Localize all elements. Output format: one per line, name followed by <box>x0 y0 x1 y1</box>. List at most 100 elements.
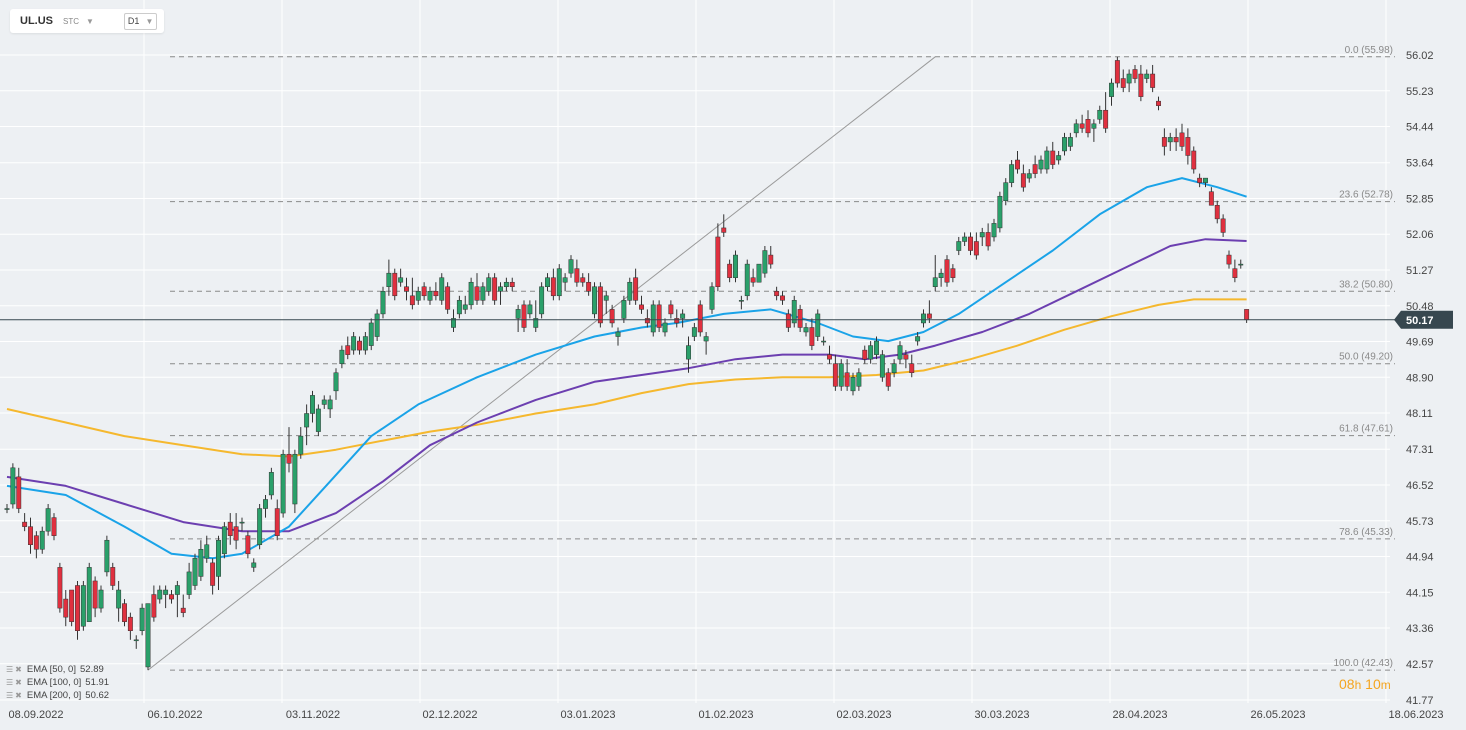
candle <box>304 404 310 446</box>
candle <box>221 522 227 559</box>
candle-body <box>1191 150 1197 170</box>
candle <box>415 286 421 305</box>
layers-icon[interactable]: ☰ <box>6 665 13 674</box>
candle-body <box>1167 137 1173 143</box>
candle <box>633 268 639 305</box>
candle-body <box>609 309 615 324</box>
candle-body <box>1203 177 1208 183</box>
candle-body <box>321 399 327 405</box>
candle <box>180 594 186 618</box>
candle-body <box>891 363 897 373</box>
candle <box>98 585 104 613</box>
candle <box>733 250 738 283</box>
candle <box>1079 114 1085 133</box>
candle-body <box>310 395 315 414</box>
candle <box>169 590 174 604</box>
candle <box>997 191 1003 233</box>
close-icon[interactable]: ✖ <box>15 665 22 674</box>
layers-icon[interactable]: ☰ <box>6 678 13 687</box>
candle-body <box>174 585 180 595</box>
candle <box>1191 146 1197 174</box>
candle-body <box>398 277 404 283</box>
candle-body <box>456 300 462 315</box>
candle <box>1167 132 1173 151</box>
timer-minutes-unit: m <box>1380 678 1391 692</box>
chevron-down-icon[interactable]: ▼ <box>86 16 94 26</box>
candle <box>715 223 721 292</box>
candle-body <box>374 313 380 337</box>
candle <box>791 295 797 328</box>
candle-body <box>797 309 803 328</box>
legend-label: EMA [100, 0] <box>26 677 82 688</box>
candle-body <box>550 277 556 297</box>
timeframe-select[interactable]: D1 ▼ <box>123 12 158 30</box>
price-tick-label: 52.06 <box>1406 229 1434 241</box>
candle <box>251 558 257 572</box>
candle <box>1208 187 1214 206</box>
candle <box>932 255 938 292</box>
candle <box>480 282 486 305</box>
candle <box>973 232 979 260</box>
candle <box>333 368 339 400</box>
candle <box>227 513 233 545</box>
candle-body <box>915 336 921 342</box>
candle-body <box>997 195 1003 229</box>
candle-body <box>991 223 997 238</box>
candle <box>668 300 674 319</box>
candle-body <box>879 354 885 378</box>
candle <box>1138 64 1144 102</box>
candle <box>1056 150 1062 165</box>
candle <box>562 273 568 292</box>
candle <box>468 277 474 310</box>
price-tick-label: 51.27 <box>1406 265 1434 277</box>
candle <box>216 535 221 591</box>
candle <box>921 309 926 328</box>
candle-body <box>962 236 968 242</box>
candle-body <box>1044 150 1050 170</box>
candle-body <box>1032 164 1038 174</box>
candle <box>274 499 280 541</box>
candle <box>1226 250 1232 269</box>
candle-body <box>1062 137 1067 152</box>
candle <box>962 232 968 247</box>
candle-body <box>480 286 486 301</box>
price-tick-label: 48.11 <box>1406 408 1433 420</box>
candle-body <box>862 349 868 360</box>
candle-body <box>973 241 979 256</box>
candle <box>1214 200 1220 224</box>
candle-body <box>157 589 163 600</box>
candle-body <box>286 453 292 464</box>
date-tick-label: 02.03.2023 <box>836 709 891 721</box>
close-icon[interactable]: ✖ <box>15 678 22 687</box>
candle-body <box>1109 82 1114 97</box>
candle <box>57 562 63 613</box>
candle-body <box>1208 191 1214 206</box>
layers-icon[interactable]: ☰ <box>6 691 13 700</box>
candle <box>903 350 909 369</box>
candle-body <box>1067 137 1073 147</box>
candle-body <box>539 286 545 315</box>
candle <box>1103 92 1109 133</box>
symbol-label[interactable]: UL.US <box>20 15 53 27</box>
fibonacci-levels: 0.0 (55.98) 23.6 (52.78) 38.2 (50.80) 50.0 … <box>170 45 1395 671</box>
candle-body <box>897 345 903 360</box>
candle <box>1003 178 1009 206</box>
candle <box>104 535 110 577</box>
candle <box>509 277 515 292</box>
candle-body <box>1197 177 1203 183</box>
time-axis: 08.09.2022 06.10.2022 03.11.2022 02.12.2022… <box>8 709 1443 721</box>
candle-body <box>98 589 104 609</box>
candle-body <box>368 322 374 346</box>
candle-body <box>192 558 198 586</box>
candle-body <box>163 589 169 595</box>
candle-body <box>16 476 22 509</box>
candle-body <box>633 277 639 301</box>
candle <box>991 218 997 242</box>
timer-minutes: 10 <box>1365 676 1381 692</box>
candle <box>409 277 415 310</box>
close-icon[interactable]: ✖ <box>15 691 22 700</box>
candle <box>462 295 468 314</box>
candle <box>4 504 10 514</box>
candle <box>738 295 744 310</box>
